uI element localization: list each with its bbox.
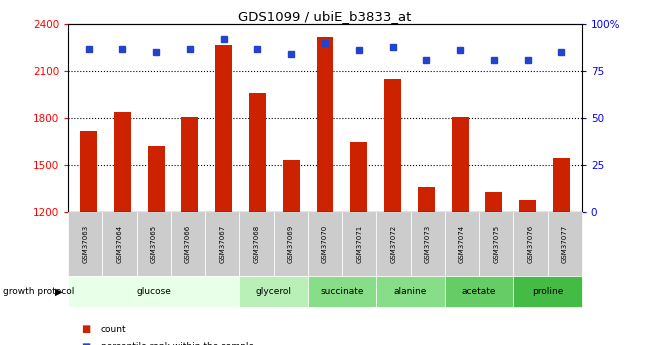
- Title: GDS1099 / ubiE_b3833_at: GDS1099 / ubiE_b3833_at: [239, 10, 411, 23]
- Text: GSM37066: GSM37066: [185, 225, 191, 263]
- Bar: [148, 146, 164, 212]
- Bar: [418, 187, 435, 212]
- Text: percentile rank within the sample: percentile rank within the sample: [101, 342, 254, 345]
- Bar: [80, 131, 97, 212]
- Bar: [249, 93, 266, 212]
- Bar: [317, 37, 333, 212]
- Bar: [181, 117, 198, 212]
- Bar: [215, 45, 232, 212]
- Text: GSM37071: GSM37071: [356, 225, 362, 263]
- Bar: [384, 79, 401, 212]
- Bar: [553, 158, 570, 212]
- Bar: [114, 112, 131, 212]
- Text: GSM37065: GSM37065: [151, 225, 157, 263]
- Text: glycerol: glycerol: [255, 287, 292, 296]
- Text: GSM37069: GSM37069: [288, 225, 294, 263]
- Bar: [452, 117, 469, 212]
- Text: succinate: succinate: [320, 287, 364, 296]
- Text: GSM37076: GSM37076: [527, 225, 534, 263]
- Text: growth protocol: growth protocol: [3, 287, 75, 296]
- Text: GSM37073: GSM37073: [424, 225, 431, 263]
- Text: GSM37064: GSM37064: [116, 225, 123, 263]
- Text: GSM37075: GSM37075: [493, 225, 499, 263]
- Bar: [283, 160, 300, 212]
- Bar: [486, 192, 502, 212]
- Text: GSM37063: GSM37063: [83, 225, 88, 263]
- Text: GSM37074: GSM37074: [459, 225, 465, 263]
- Text: GSM37070: GSM37070: [322, 225, 328, 263]
- Text: ■: ■: [81, 325, 90, 334]
- Bar: [519, 200, 536, 212]
- Text: GSM37077: GSM37077: [562, 225, 567, 263]
- Text: count: count: [101, 325, 126, 334]
- Bar: [350, 142, 367, 212]
- Text: alanine: alanine: [394, 287, 427, 296]
- Text: GSM37068: GSM37068: [254, 225, 259, 263]
- Text: GSM37072: GSM37072: [391, 225, 396, 263]
- Text: glucose: glucose: [136, 287, 171, 296]
- Text: ▶: ▶: [55, 287, 62, 296]
- Text: acetate: acetate: [462, 287, 497, 296]
- Text: proline: proline: [532, 287, 563, 296]
- Text: GSM37067: GSM37067: [219, 225, 226, 263]
- Text: ■: ■: [81, 342, 90, 345]
